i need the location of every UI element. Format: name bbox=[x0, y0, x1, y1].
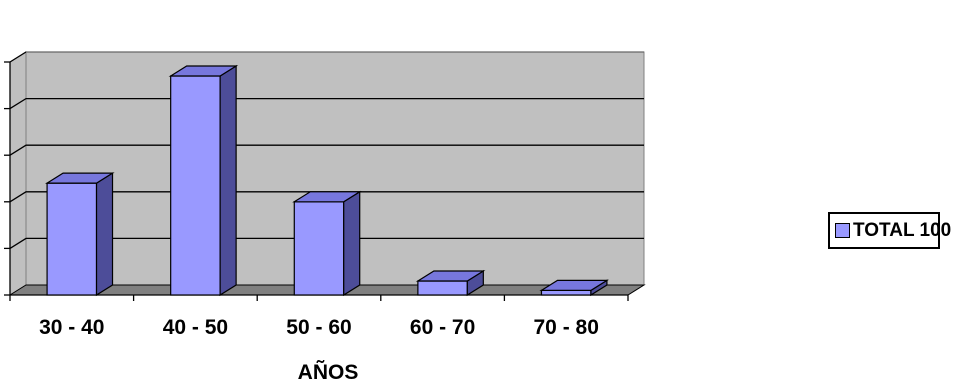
bar-front bbox=[170, 75, 221, 296]
bar-front bbox=[417, 280, 468, 296]
bar-front bbox=[293, 201, 345, 296]
x-tick-label: 30 - 40 bbox=[39, 316, 104, 339]
bar-front bbox=[540, 289, 592, 296]
bar bbox=[292, 190, 362, 297]
bar bbox=[168, 64, 239, 297]
x-tick-label: 70 - 80 bbox=[534, 316, 599, 339]
bar bbox=[539, 279, 610, 297]
bar-side bbox=[343, 190, 361, 297]
bar bbox=[44, 172, 115, 297]
legend-swatch-total bbox=[835, 223, 850, 238]
x-tick-label: 50 - 60 bbox=[286, 316, 351, 339]
side-wall bbox=[9, 51, 27, 296]
bar-top bbox=[292, 191, 362, 203]
gridline bbox=[9, 97, 644, 110]
bar-top bbox=[44, 172, 115, 184]
bar-front bbox=[46, 182, 98, 296]
x-axis-title: AÑOS bbox=[298, 361, 359, 384]
legend-label-total: TOTAL 100 bbox=[853, 219, 952, 241]
legend: TOTAL 100 bbox=[828, 212, 951, 249]
bars bbox=[44, 64, 610, 297]
bar-side bbox=[95, 172, 114, 297]
x-tick-label: 40 - 50 bbox=[163, 316, 228, 339]
bar-top bbox=[415, 270, 486, 282]
bar-top bbox=[539, 279, 610, 291]
bar-top bbox=[168, 65, 239, 77]
gridlines bbox=[9, 51, 644, 249]
x-tick-label: 60 - 70 bbox=[410, 316, 475, 339]
gridline bbox=[9, 191, 644, 203]
bar-side bbox=[219, 64, 237, 297]
gridline bbox=[9, 237, 644, 249]
gridline bbox=[9, 144, 644, 156]
bar bbox=[415, 269, 486, 297]
tick-labels: 30 - 40 40 - 50 50 - 60 60 - 70 70 - 80 bbox=[39, 316, 599, 339]
